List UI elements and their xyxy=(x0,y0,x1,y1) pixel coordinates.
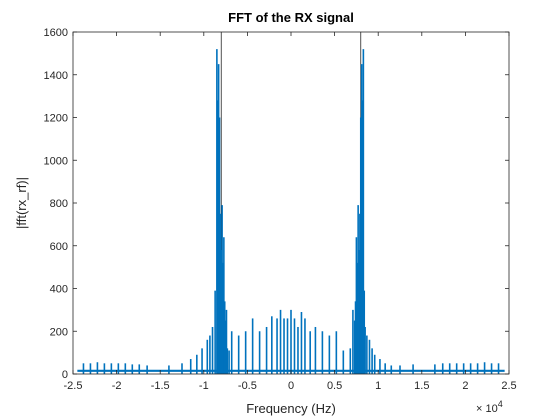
y-tick-label: 600 xyxy=(50,241,68,253)
y-tick-label: 1400 xyxy=(44,70,68,82)
y-tick-label: 200 xyxy=(50,326,68,338)
x-exponent-base: × 10 xyxy=(476,403,498,415)
x-tick-label: 0 xyxy=(288,380,294,392)
x-tick-label: 0.5 xyxy=(327,380,342,392)
x-axis-label: Frequency (Hz) xyxy=(246,401,336,416)
y-tick-label: 800 xyxy=(50,198,68,210)
y-tick-label: 1200 xyxy=(44,113,68,125)
x-exponent-label: × 104 xyxy=(476,399,503,415)
x-tick-label: -1.5 xyxy=(151,380,170,392)
x-tick-label: 1.5 xyxy=(414,380,429,392)
x-tick-label: -0.5 xyxy=(238,380,257,392)
chart-title: FFT of the RX signal xyxy=(228,10,354,25)
x-tick-label: -2.5 xyxy=(64,380,83,392)
y-tick-label: 0 xyxy=(62,369,68,381)
x-tick-label: -1 xyxy=(199,380,209,392)
x-tick-label: -2 xyxy=(112,380,122,392)
y-axis-label: |fft(rx_rf)| xyxy=(14,177,29,229)
x-tick-label: 2 xyxy=(462,380,468,392)
y-tick-label: 1600 xyxy=(44,27,68,39)
x-tick-label: 2.5 xyxy=(501,380,516,392)
x-exponent-power: 4 xyxy=(498,399,503,409)
x-tick-label: 1 xyxy=(375,380,381,392)
y-tick-label: 1000 xyxy=(44,155,68,167)
y-tick-label: 400 xyxy=(50,284,68,296)
